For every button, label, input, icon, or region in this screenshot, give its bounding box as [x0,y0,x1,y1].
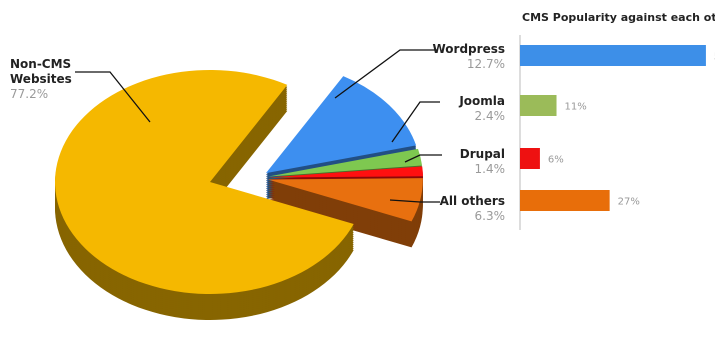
bar-value-label: 11% [565,102,587,113]
slice [267,166,423,178]
slice-label: Joomla 2.4% [385,94,505,124]
bar-value-label: 56% [714,52,715,63]
slice-value-label: 12.7% [466,57,505,71]
slice [54,70,354,294]
slice-name: All others [439,194,505,208]
leader-line [389,199,440,203]
bar-value-label: 6% [548,155,564,166]
slice [267,178,423,222]
slice-label: Drupal 1.4% [385,147,505,177]
slice-value-label: 77.2% [10,87,49,101]
slice-value-label: 1.4% [474,162,506,176]
bar-title: CMS Popularity against each other [522,11,715,24]
leader-lines [75,49,442,203]
slice-value-label: 6.3% [474,209,506,223]
slice-label: Wordpress 12.7% [385,42,506,72]
slice-name: Joomla [459,94,505,108]
bar [520,95,557,116]
leader-line [75,71,151,123]
slice-label: All others 6.3% [385,194,505,224]
slice [265,76,417,174]
slice-label: Non-CMS Websites 77.2% [10,57,80,102]
bar [520,190,610,211]
slice-name: Non-CMS Websites [10,57,72,86]
slice [267,148,423,177]
leader-line [334,49,438,99]
slice-name: Wordpress [432,42,506,56]
bar [520,45,706,66]
bar-value-label: 27% [618,197,640,208]
slice-name: Drupal [459,147,505,161]
leader-line [404,154,442,163]
bar [520,148,540,169]
leader-line [391,101,440,143]
slice-value-label: 2.4% [474,109,506,123]
